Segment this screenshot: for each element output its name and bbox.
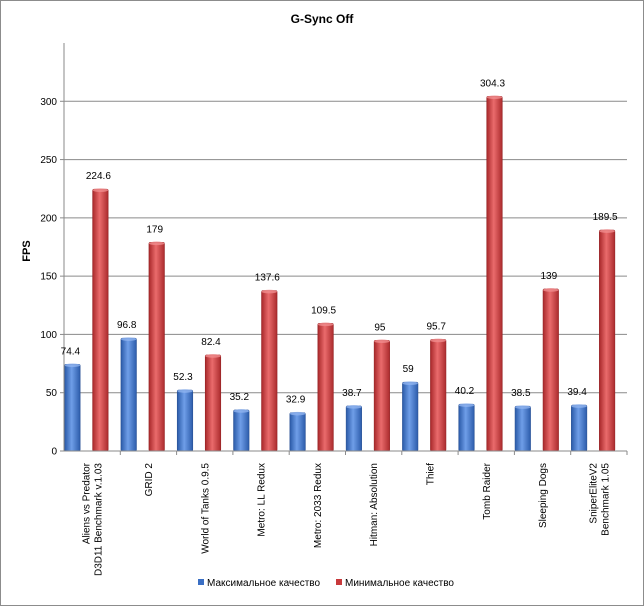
bar-max-quality-top bbox=[515, 405, 531, 409]
bar-max-quality bbox=[571, 404, 588, 452]
bar-max-quality-top bbox=[177, 389, 193, 393]
data-label: 38.5 bbox=[511, 388, 531, 399]
legend-swatch bbox=[198, 579, 204, 585]
x-tick-label: SniperEliteV2 Benchmark 1.05 bbox=[588, 463, 611, 536]
x-tick-label-line: SniperEliteV2 bbox=[588, 463, 599, 524]
y-tick-label: 100 bbox=[40, 330, 57, 341]
y-axis-label: FPS bbox=[21, 240, 33, 261]
x-tick-label-line: Benchmark 1.05 bbox=[600, 463, 611, 536]
x-tick-label: Hitman: Absolution bbox=[369, 463, 380, 546]
data-label: 96.8 bbox=[117, 320, 137, 331]
data-label: 189.5 bbox=[593, 212, 618, 223]
bar-max-quality-top bbox=[346, 405, 362, 409]
y-tick-label: 150 bbox=[40, 272, 57, 283]
data-label: 38.7 bbox=[342, 388, 362, 399]
bar-min-quality-top bbox=[374, 339, 390, 344]
x-tick-label: Aliens vs Predator D3D11 Benchmark v.1.03 bbox=[82, 462, 105, 576]
bar-min-quality-top bbox=[430, 338, 446, 343]
bar-min-quality-top bbox=[205, 354, 221, 358]
data-label: 109.5 bbox=[311, 305, 336, 316]
bar-max-quality bbox=[64, 363, 81, 452]
bar-max-quality bbox=[176, 389, 194, 452]
data-label: 59 bbox=[403, 364, 415, 375]
bar-max-quality bbox=[120, 337, 137, 452]
data-label: 32.9 bbox=[286, 395, 306, 406]
x-tick-label-line: Metro: LL Redux bbox=[257, 463, 268, 537]
data-label: 179 bbox=[146, 224, 163, 235]
x-tick-label: GRID 2 bbox=[144, 463, 155, 497]
bar-min-quality bbox=[261, 290, 278, 452]
bar-min-quality bbox=[599, 229, 616, 452]
data-label: 74.4 bbox=[61, 346, 81, 357]
legend-label: Минимальное качество bbox=[345, 578, 454, 589]
y-tick-label: 0 bbox=[51, 447, 57, 458]
bar-min-quality bbox=[542, 288, 559, 452]
y-tick-label: 250 bbox=[40, 155, 57, 166]
bar-max-quality-top bbox=[289, 411, 306, 416]
x-tick-label: World of Tanks 0.9.5 bbox=[200, 463, 211, 554]
y-tick-label: 300 bbox=[40, 97, 57, 108]
bar-min-quality bbox=[373, 339, 390, 452]
data-label: 139 bbox=[540, 271, 557, 282]
bar-min-quality-top bbox=[92, 188, 109, 192]
bar-min-quality bbox=[92, 188, 109, 452]
bar-min-quality-top bbox=[599, 229, 615, 233]
x-tick-label-line: Sleeping Dogs bbox=[538, 463, 549, 528]
x-tick-label: Metro: LL Redux bbox=[257, 463, 268, 537]
bar-max-quality bbox=[458, 403, 475, 452]
x-tick-label-line: Metro: 2033 Redux bbox=[313, 463, 324, 548]
data-label: 95 bbox=[374, 322, 386, 333]
x-tick-label-line: Aliens vs Predator bbox=[82, 462, 93, 544]
data-label: 95.7 bbox=[426, 321, 446, 332]
data-label: 304.3 bbox=[480, 78, 505, 89]
bar-max-quality-top bbox=[64, 363, 81, 368]
x-tick-label-line: D3D11 Benchmark v.1.03 bbox=[94, 463, 105, 576]
bar-max-quality bbox=[233, 409, 250, 452]
bar-min-quality bbox=[204, 354, 222, 452]
bar-min-quality bbox=[430, 339, 447, 452]
bar-max-quality-top bbox=[233, 409, 250, 413]
bar-min-quality bbox=[148, 242, 165, 452]
bar-max-quality-top bbox=[402, 381, 418, 386]
data-label: 137.6 bbox=[255, 273, 280, 284]
x-tick-label: Sleeping Dogs bbox=[538, 463, 549, 528]
legend-label: Максимальное качество bbox=[207, 578, 320, 589]
data-label: 39.4 bbox=[567, 387, 587, 398]
data-label: 52.3 bbox=[173, 372, 193, 383]
x-tick-label-line: World of Tanks 0.9.5 bbox=[200, 463, 211, 554]
x-tick-label-line: Hitman: Absolution bbox=[369, 463, 380, 546]
bar-max-quality bbox=[402, 381, 419, 452]
chart-title: G-Sync Off bbox=[291, 12, 355, 26]
data-label: 35.2 bbox=[230, 392, 250, 403]
x-tick-label: Metro: 2033 Redux bbox=[313, 463, 324, 548]
bar-max-quality-top bbox=[458, 403, 475, 407]
bar-min-quality-top bbox=[486, 95, 503, 100]
bar-min-quality bbox=[486, 95, 503, 452]
bar-max-quality bbox=[345, 405, 362, 452]
x-tick-label: Thief bbox=[425, 463, 436, 485]
bar-max-quality bbox=[289, 412, 306, 452]
x-tick-label-line: Tomb Raider bbox=[482, 462, 493, 519]
data-label: 40.2 bbox=[455, 386, 475, 397]
bar-max-quality-top bbox=[571, 404, 587, 408]
bar-min-quality-top bbox=[261, 289, 278, 294]
data-label: 82.4 bbox=[201, 337, 221, 348]
x-tick-label-line: GRID 2 bbox=[144, 463, 155, 497]
y-tick-label: 200 bbox=[40, 213, 57, 224]
x-tick-label-line: Thief bbox=[425, 463, 436, 485]
bar-min-quality-top bbox=[317, 322, 334, 327]
legend-swatch bbox=[336, 579, 342, 585]
bar-max-quality-top bbox=[120, 337, 137, 341]
bar-min-quality-top bbox=[543, 288, 559, 292]
y-tick-label: 50 bbox=[46, 388, 58, 399]
bar-max-quality bbox=[514, 405, 531, 452]
data-label: 224.6 bbox=[86, 171, 111, 182]
bar-min-quality bbox=[317, 323, 334, 452]
bar-min-quality-top bbox=[148, 241, 165, 246]
x-tick-label: Tomb Raider bbox=[482, 462, 493, 519]
